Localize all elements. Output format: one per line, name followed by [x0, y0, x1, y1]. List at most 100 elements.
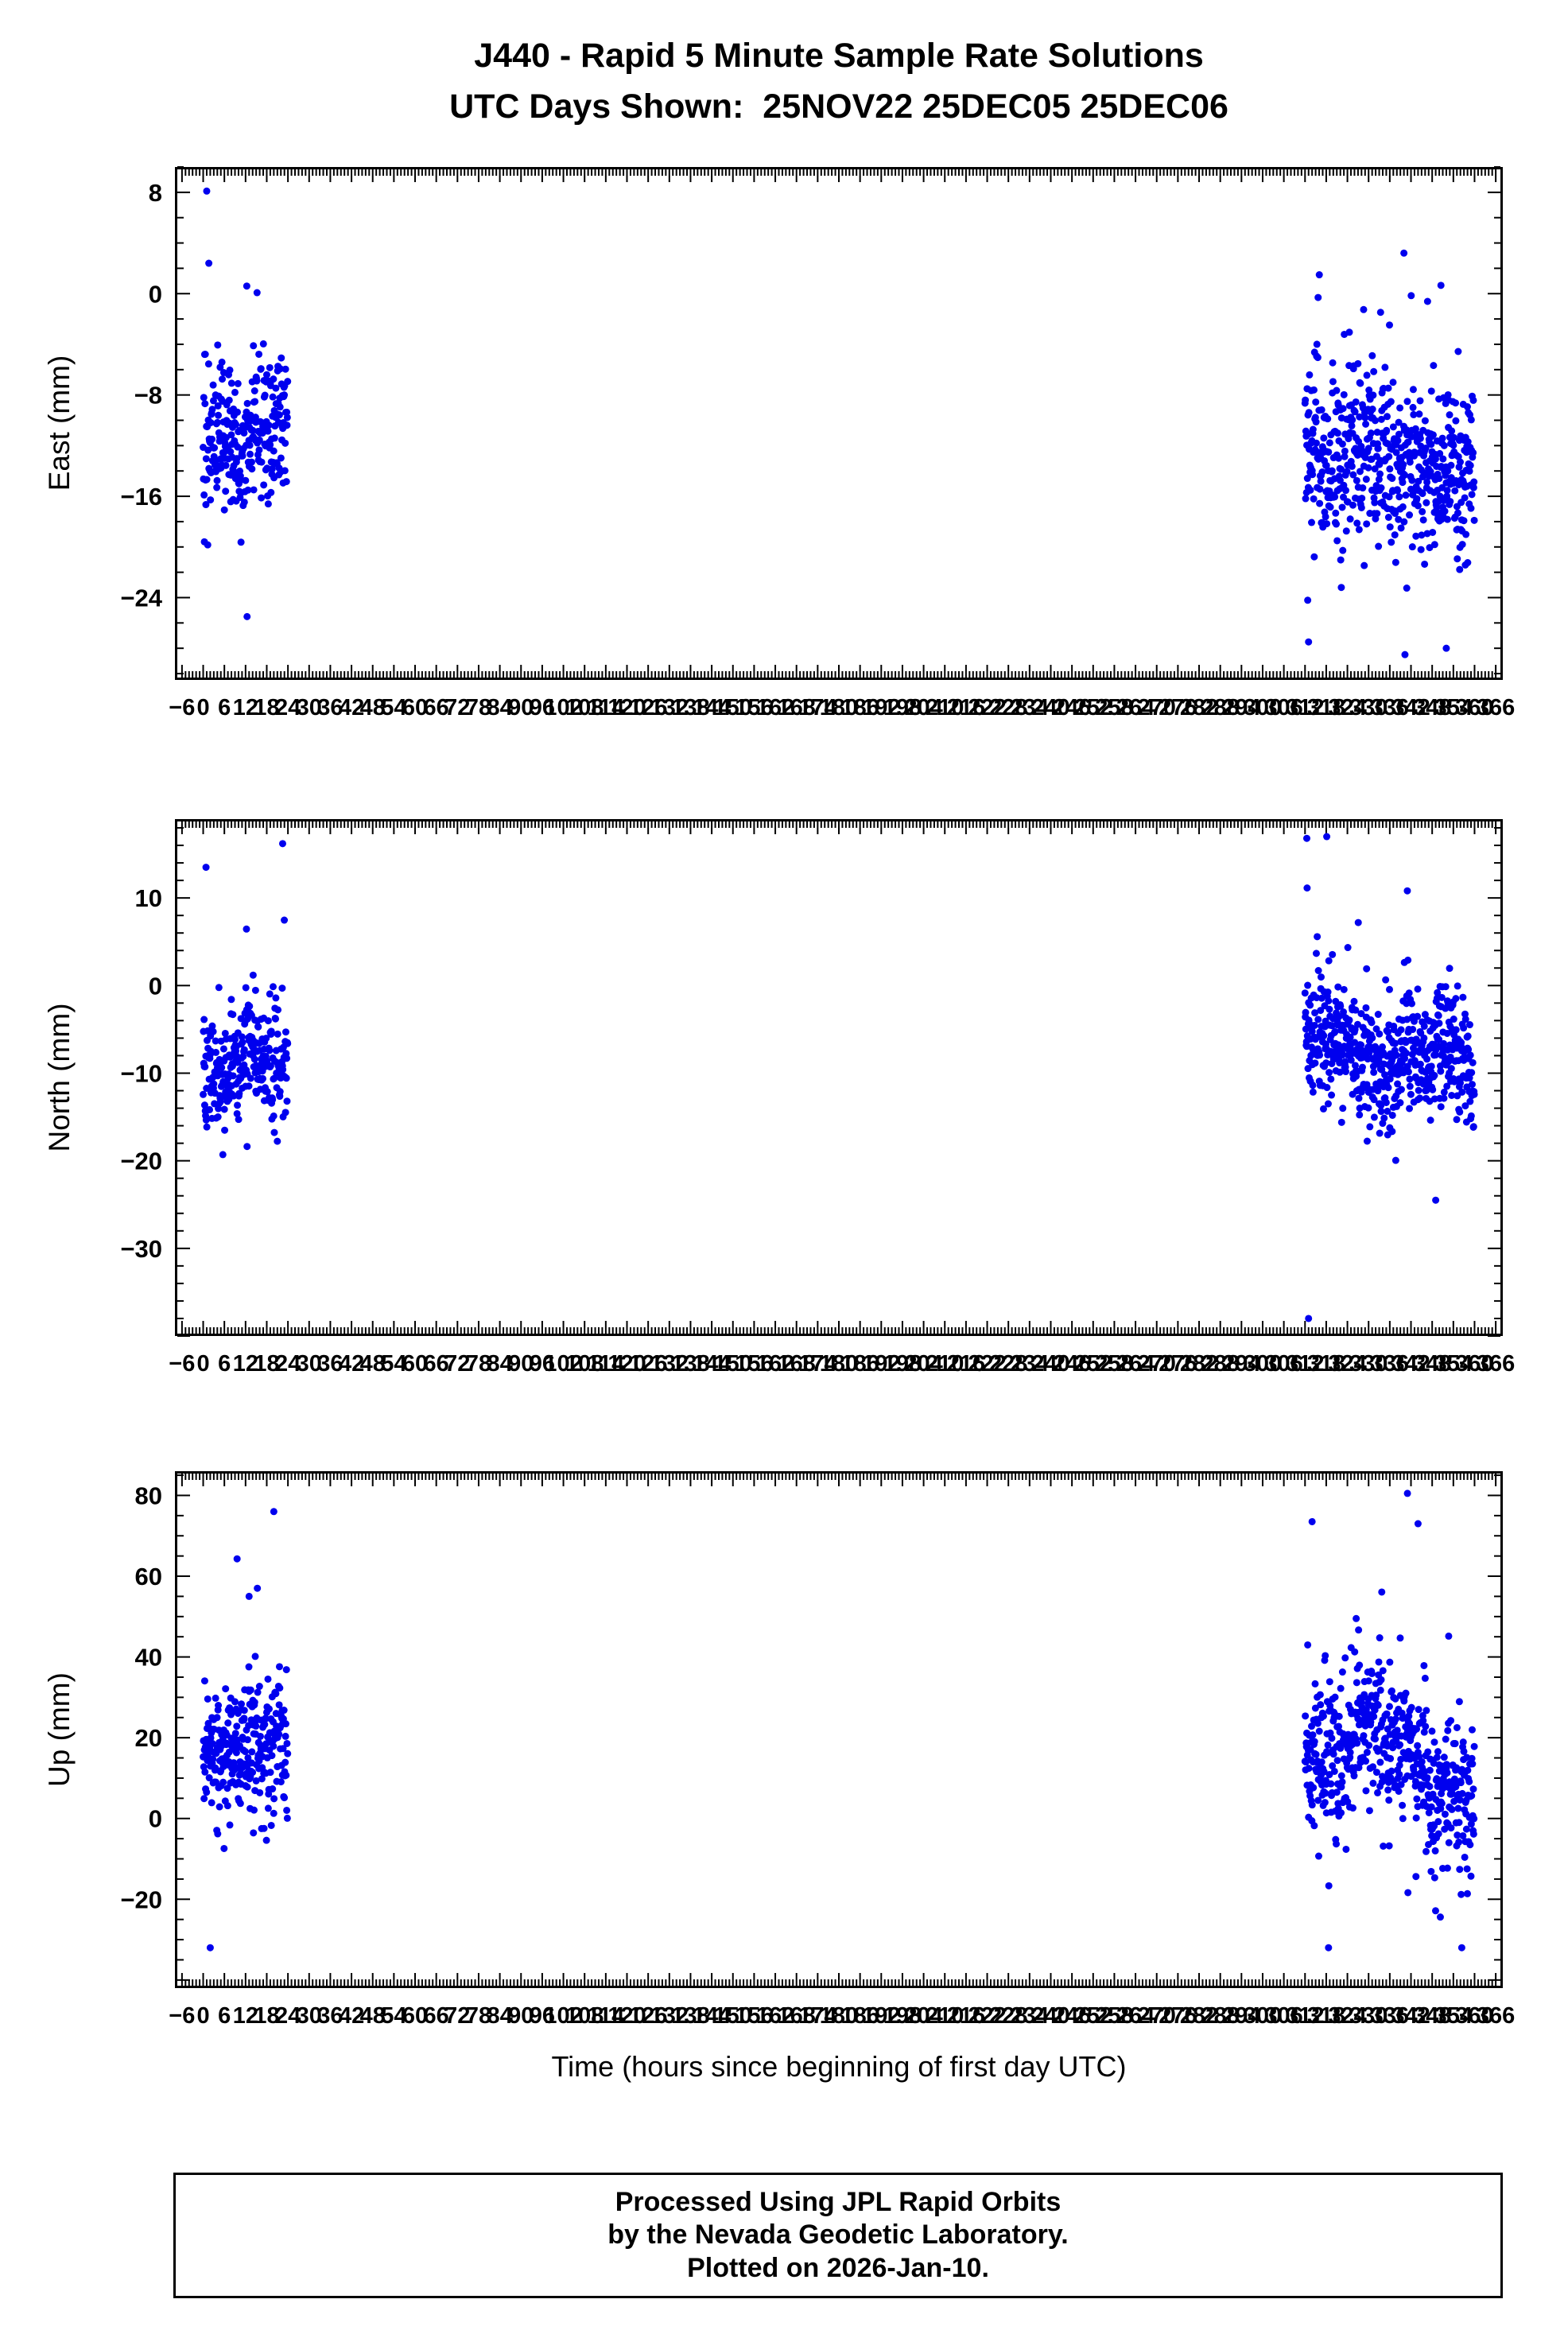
svg-text:222: 222 [968, 695, 1006, 720]
svg-text:156: 156 [735, 2003, 773, 2029]
svg-text:204: 204 [904, 2003, 942, 2029]
svg-text:150: 150 [714, 1351, 752, 1377]
svg-text:354: 354 [1434, 695, 1473, 720]
svg-text:48: 48 [360, 1351, 386, 1377]
svg-text:0: 0 [149, 280, 162, 308]
svg-text:60: 60 [402, 695, 428, 720]
svg-text:18: 18 [254, 2003, 279, 2029]
chart-title: J440 - Rapid 5 Minute Sample Rate Soluti… [474, 37, 1204, 75]
svg-text:270: 270 [1138, 2003, 1176, 2029]
scatter-canvas: −6 0 6 121824303642485460667278849096102108… [120, 1471, 1515, 2029]
svg-text:288: 288 [1201, 695, 1239, 720]
svg-text:132: 132 [650, 695, 689, 720]
svg-text:336: 336 [1371, 1351, 1409, 1377]
svg-text:30: 30 [297, 2003, 322, 2029]
svg-text:−6: −6 [169, 1351, 195, 1377]
svg-text:18: 18 [254, 1351, 279, 1377]
svg-text:36: 36 [317, 695, 343, 720]
svg-text:132: 132 [650, 1351, 689, 1377]
svg-text:264: 264 [1116, 1351, 1155, 1377]
svg-text:216: 216 [947, 2003, 985, 2029]
svg-text:120: 120 [607, 1351, 646, 1377]
svg-text:84: 84 [487, 695, 512, 720]
svg-text:150: 150 [714, 695, 752, 720]
svg-text:282: 282 [1180, 1351, 1218, 1377]
svg-text:306: 306 [1264, 2003, 1302, 2029]
svg-text:174: 174 [798, 1351, 836, 1377]
svg-text:150: 150 [714, 2003, 752, 2029]
svg-text:−10: −10 [120, 1059, 162, 1087]
svg-text:288: 288 [1201, 2003, 1239, 2029]
svg-text:318: 318 [1307, 695, 1345, 720]
svg-text:180: 180 [820, 2003, 858, 2029]
svg-text:294: 294 [1222, 1351, 1260, 1377]
svg-text:126: 126 [629, 1351, 667, 1377]
svg-text:42: 42 [339, 695, 364, 720]
svg-text:102: 102 [544, 1351, 582, 1377]
svg-text:48: 48 [360, 2003, 386, 2029]
svg-text:18: 18 [254, 695, 279, 720]
svg-text:318: 318 [1307, 1351, 1345, 1377]
svg-text:40: 40 [135, 1644, 162, 1672]
svg-text:234: 234 [1011, 2003, 1049, 2029]
svg-text:258: 258 [1095, 2003, 1133, 2029]
svg-text:294: 294 [1222, 2003, 1260, 2029]
svg-text:168: 168 [778, 1351, 816, 1377]
svg-text:120: 120 [607, 695, 646, 720]
svg-text:−24: −24 [120, 584, 162, 612]
footer-box: Processed Using JPL Rapid Orbits by the … [173, 2173, 1503, 2298]
svg-text:264: 264 [1116, 695, 1155, 720]
svg-text:240: 240 [1031, 695, 1069, 720]
footer-line-1: Processed Using JPL Rapid Orbits [615, 2186, 1062, 2217]
svg-text:324: 324 [1328, 695, 1366, 720]
svg-text:324: 324 [1328, 1351, 1366, 1377]
svg-text:−8: −8 [134, 382, 162, 410]
svg-text:114: 114 [587, 1351, 624, 1377]
svg-text:294: 294 [1222, 695, 1260, 720]
svg-text:66: 66 [424, 2003, 449, 2029]
svg-text:300: 300 [1244, 2003, 1282, 2029]
y-axis-label-north: North (mm) [43, 1003, 76, 1152]
svg-text:216: 216 [947, 1351, 985, 1377]
svg-text:72: 72 [444, 695, 470, 720]
svg-text:12: 12 [233, 2003, 258, 2029]
svg-text:90: 90 [508, 1351, 534, 1377]
svg-text:120: 120 [607, 2003, 646, 2029]
svg-text:144: 144 [693, 695, 731, 720]
svg-text:282: 282 [1180, 2003, 1218, 2029]
svg-text:300: 300 [1244, 1351, 1282, 1377]
svg-text:8: 8 [149, 179, 162, 207]
svg-text:114: 114 [587, 695, 624, 720]
svg-text:54: 54 [381, 695, 406, 720]
svg-text:60: 60 [402, 2003, 428, 2029]
svg-text:108: 108 [565, 695, 604, 720]
svg-text:180: 180 [820, 695, 858, 720]
svg-text:108: 108 [565, 1351, 604, 1377]
footer-line-2: by the Nevada Geodetic Laboratory. [607, 2220, 1069, 2251]
svg-text:60: 60 [402, 1351, 428, 1377]
svg-text:−20: −20 [120, 1148, 162, 1175]
svg-text:258: 258 [1095, 1351, 1133, 1377]
svg-text:342: 342 [1391, 695, 1430, 720]
svg-text:258: 258 [1095, 695, 1133, 720]
svg-text:96: 96 [530, 1351, 555, 1377]
svg-text:20: 20 [135, 1724, 162, 1752]
svg-text:−6: −6 [169, 695, 195, 720]
svg-text:270: 270 [1138, 695, 1176, 720]
svg-text:24: 24 [275, 2003, 301, 2029]
svg-text:66: 66 [424, 695, 449, 720]
svg-text:138: 138 [671, 695, 709, 720]
svg-text:366: 366 [1477, 695, 1515, 720]
svg-text:192: 192 [862, 695, 900, 720]
svg-text:24: 24 [275, 695, 301, 720]
svg-text:252: 252 [1074, 1351, 1112, 1377]
svg-text:0: 0 [196, 1351, 209, 1377]
svg-text:354: 354 [1434, 1351, 1473, 1377]
svg-text:168: 168 [778, 2003, 816, 2029]
svg-text:54: 54 [381, 2003, 406, 2029]
svg-text:6: 6 [218, 695, 231, 720]
svg-text:324: 324 [1328, 2003, 1366, 2029]
svg-text:174: 174 [798, 695, 836, 720]
footer-line-3: Plotted on 2026-Jan-10. [687, 2252, 989, 2283]
svg-text:204: 204 [904, 695, 942, 720]
